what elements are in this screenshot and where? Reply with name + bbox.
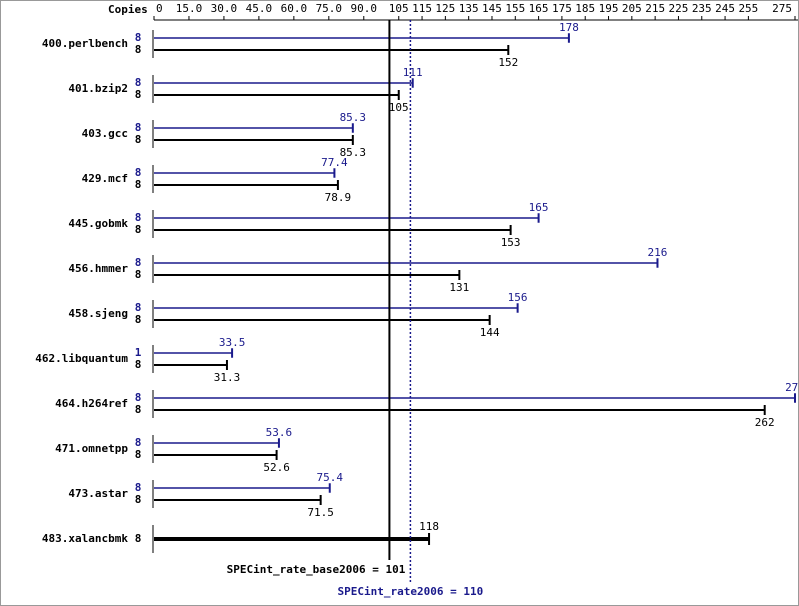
value-label: 153 [501,236,521,249]
category-label: 473.astar [68,487,128,500]
copies-label: 8 [135,358,142,371]
value-label: 105 [389,101,409,114]
x-tick-label: 105 [389,2,409,15]
value-label: 118 [419,520,439,533]
category-label: 462.libquantum [35,352,128,365]
value-label: 75.4 [317,471,344,484]
value-label: 262 [755,416,775,429]
category-label: 429.mcf [82,172,128,185]
x-tick-label: 0 [156,2,163,15]
copies-label: 8 [135,391,142,404]
x-tick-label: 90.0 [351,2,378,15]
copies-label: 8 [135,493,142,506]
x-tick-label: 75.0 [316,2,343,15]
x-tick-label: 275 [772,2,792,15]
x-tick-label: 15.0 [176,2,203,15]
copies-label: 8 [135,256,142,269]
copies-label: 8 [135,133,142,146]
x-tick-label: 245 [715,2,735,15]
copies-label: 8 [135,313,142,326]
x-tick-label: 145 [482,2,502,15]
category-label: 483.xalancbmk [42,532,128,545]
copies-label: 8 [135,436,142,449]
x-tick-label: 115 [412,2,432,15]
reference-label: SPECint_rate_base2006 = 101 [227,563,406,576]
x-tick-label: 60.0 [281,2,308,15]
reference-label: SPECint_rate2006 = 110 [338,585,484,598]
copies-label: 8 [135,481,142,494]
value-label: 156 [508,291,528,304]
x-tick-label: 235 [692,2,712,15]
x-tick-label: 255 [738,2,758,15]
value-label: 144 [480,326,500,339]
x-tick-label: 215 [645,2,665,15]
value-label: 131 [449,281,469,294]
x-tick-label: 45.0 [246,2,273,15]
value-label: 85.3 [340,111,367,124]
value-label: 178 [559,21,579,34]
category-label: 464.h264ref [55,397,128,410]
copies-label: 8 [135,301,142,314]
copies-label: 8 [135,448,142,461]
copies-label: 8 [135,88,142,101]
copies-label: 8 [135,211,142,224]
category-label: 456.hmmer [68,262,128,275]
copies-label: 8 [135,178,142,191]
value-label: 85.3 [340,146,367,159]
value-label: 78.9 [325,191,352,204]
copies-label: 8 [135,43,142,56]
value-label: 33.5 [219,336,246,349]
copies-label: 8 [135,166,142,179]
value-label: 165 [529,201,549,214]
copies-label: 8 [135,532,142,545]
category-label: 400.perlbench [42,37,128,50]
x-tick-label: 125 [435,2,455,15]
value-label: 53.6 [266,426,293,439]
value-label: 77.4 [321,156,348,169]
value-label: 71.5 [307,506,334,519]
value-label: 31.3 [214,371,241,384]
copies-header: Copies [108,3,148,16]
value-label: 152 [498,56,518,69]
x-tick-label: 195 [599,2,619,15]
copies-label: 8 [135,223,142,236]
category-label: 445.gobmk [68,217,128,230]
value-label: 52.6 [263,461,290,474]
copies-label: 8 [135,31,142,44]
x-tick-label: 155 [505,2,525,15]
copies-label: 8 [135,121,142,134]
value-label: 216 [648,246,668,259]
category-label: 471.omnetpp [55,442,128,455]
copies-label: 1 [135,346,142,359]
category-label: 403.gcc [82,127,128,140]
copies-label: 8 [135,403,142,416]
value-label: 111 [403,66,423,79]
x-tick-label: 225 [669,2,689,15]
x-tick-label: 175 [552,2,572,15]
x-tick-label: 30.0 [211,2,238,15]
category-label: 401.bzip2 [68,82,128,95]
x-tick-label: 135 [459,2,479,15]
x-tick-label: 165 [529,2,549,15]
copies-label: 8 [135,76,142,89]
category-label: 458.sjeng [68,307,128,320]
value-label: 275 [785,381,799,394]
x-tick-label: 205 [622,2,642,15]
copies-label: 8 [135,268,142,281]
x-tick-label: 185 [575,2,595,15]
